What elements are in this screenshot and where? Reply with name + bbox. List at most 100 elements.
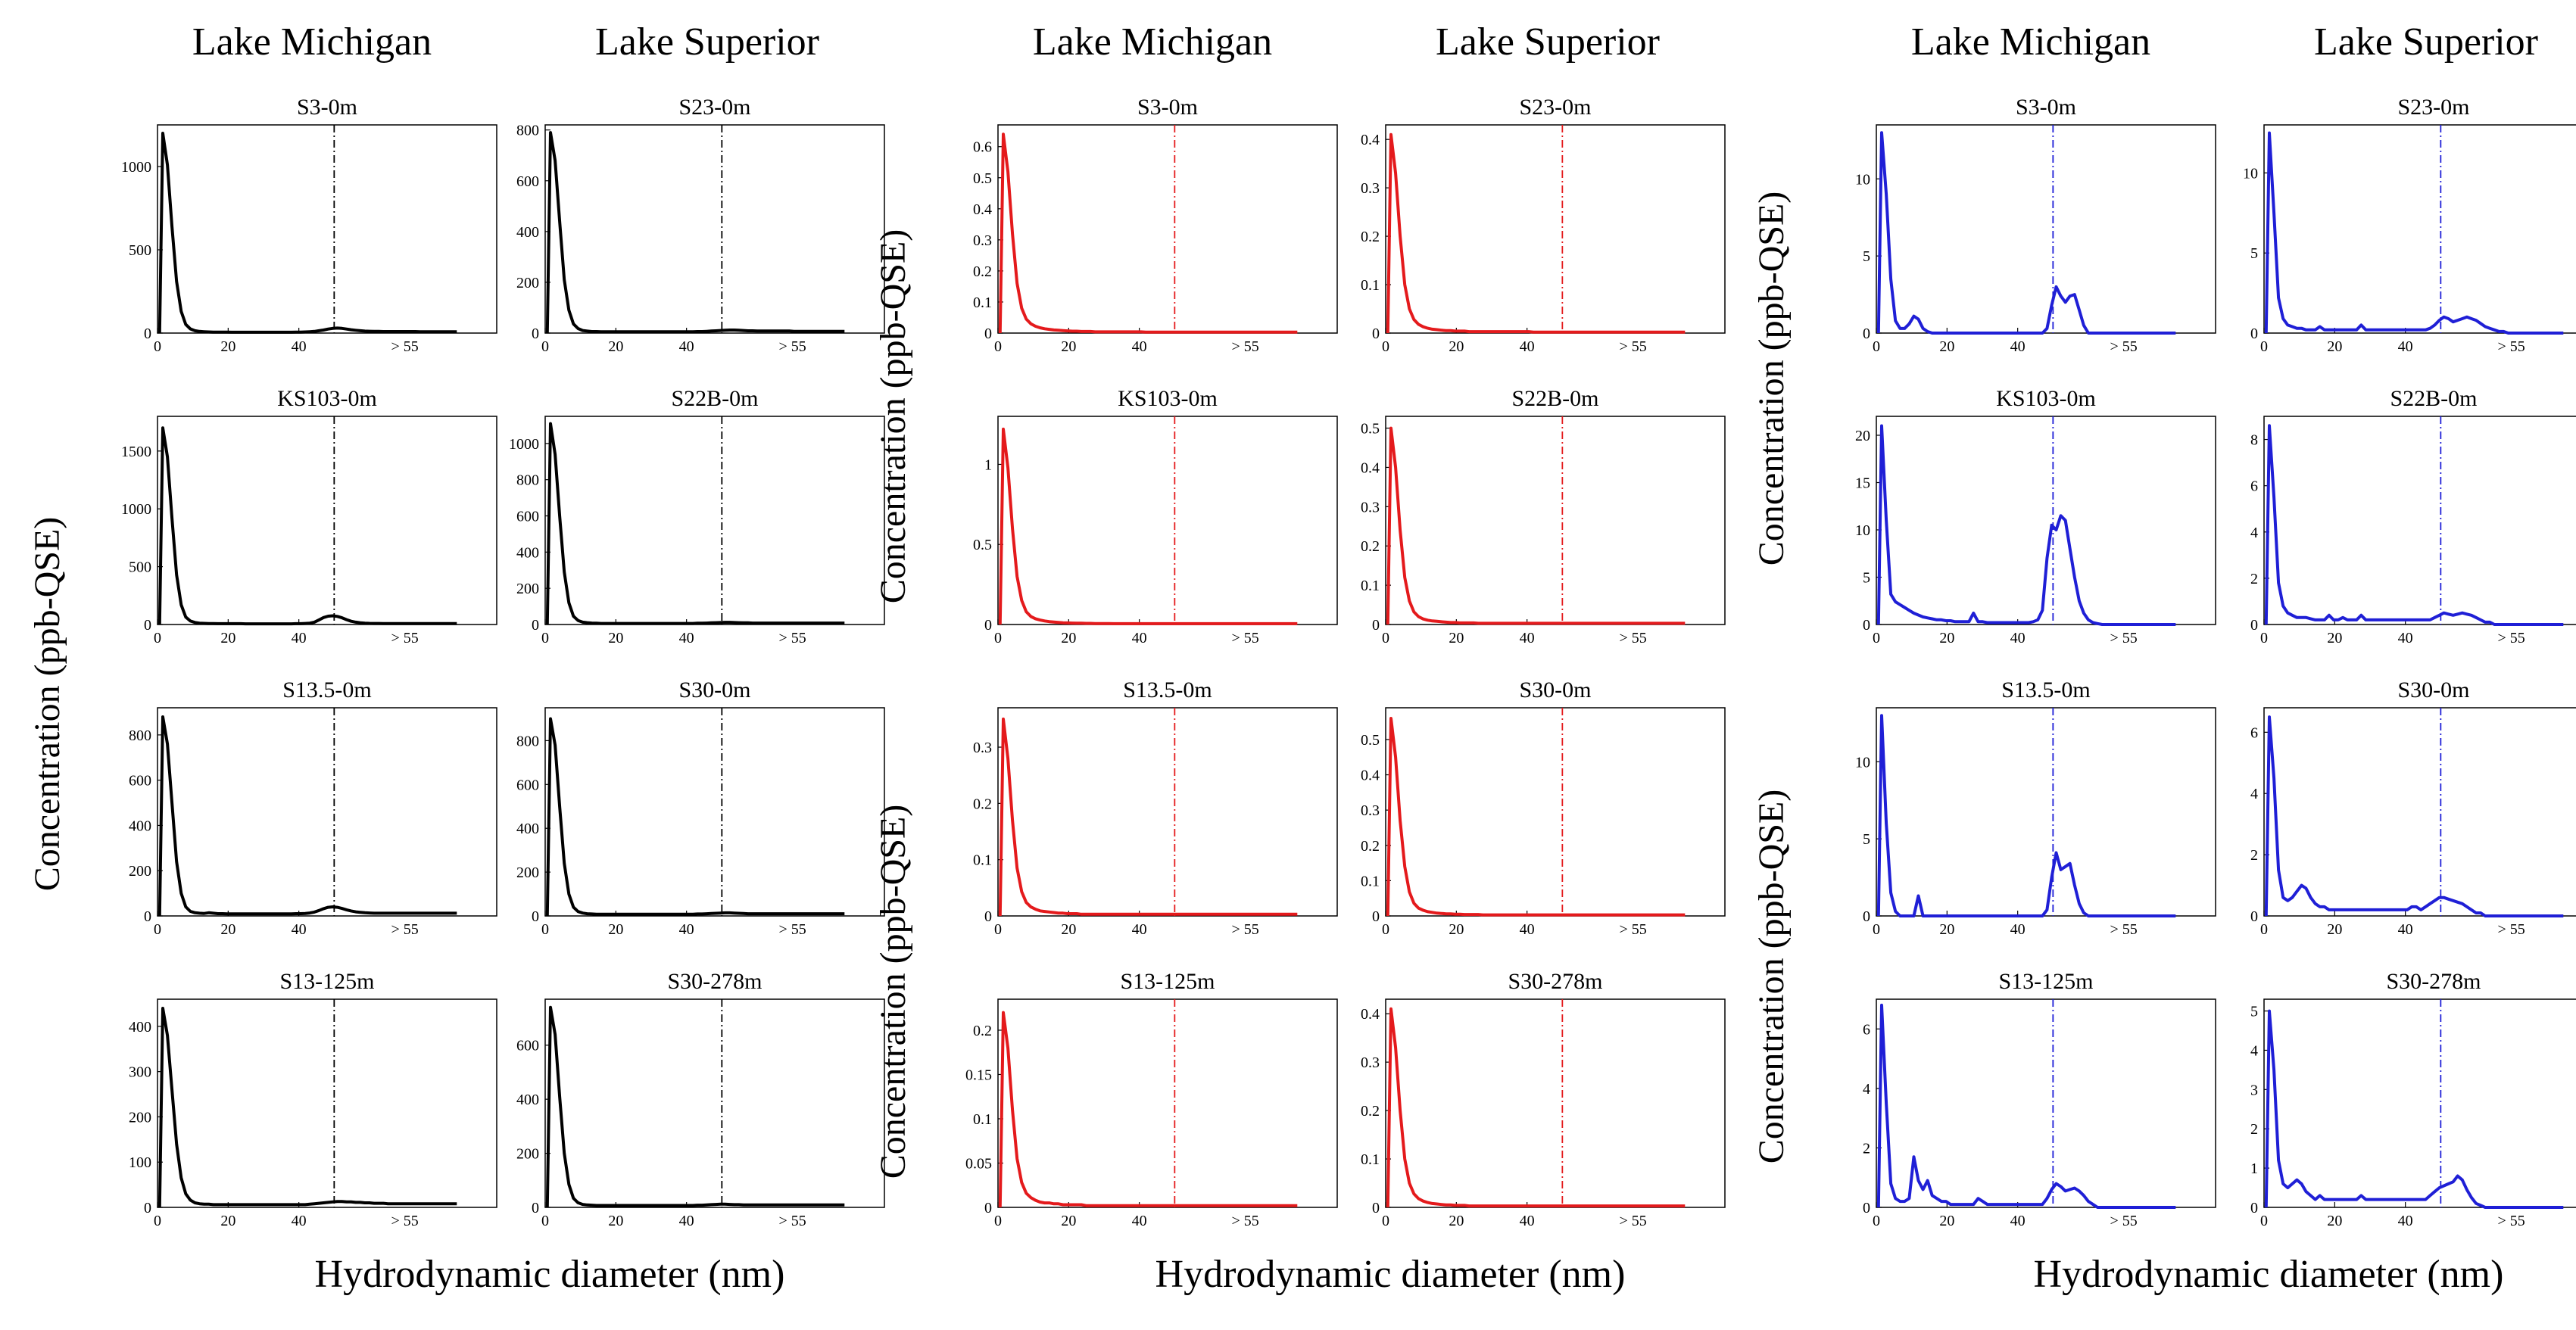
axes-frame: [997, 416, 1338, 625]
x-tick-label: 40: [1132, 921, 1147, 938]
y-tick-label: 400: [516, 544, 539, 561]
y-tick-label: 0.1: [973, 294, 992, 311]
y-tick-label: 0.2: [1361, 538, 1380, 555]
x-tick-label: 40: [679, 630, 694, 646]
y-tick-label: 1500: [121, 444, 151, 460]
x-tick-label: 40: [292, 921, 307, 938]
axes-frame: [157, 707, 497, 917]
x-tick-label: > 55: [1620, 921, 1647, 938]
x-tick-label: 40: [2398, 338, 2413, 355]
x-tick-label: > 55: [2110, 921, 2138, 938]
y-tick-label: 0: [144, 908, 151, 925]
series-line: [545, 717, 845, 917]
y-tick-label: 10: [1855, 171, 1870, 188]
y-tick-label: 0.3: [1361, 180, 1380, 197]
x-tick-label: 20: [1061, 338, 1076, 355]
x-tick-label: > 55: [391, 338, 419, 355]
y-tick-label: 0: [532, 908, 539, 925]
y-tick-label: 0.4: [973, 201, 992, 218]
x-tick-label: 0: [994, 921, 1002, 938]
y-tick-label: 0.2: [973, 263, 992, 280]
lake-superior-title: Lake Superior: [595, 20, 819, 64]
x-tick-label: > 55: [779, 338, 806, 355]
panel-title: S30-278m: [2386, 969, 2481, 994]
axes-frame: [544, 998, 885, 1208]
axes-frame: [157, 124, 497, 334]
y-axis-label: Concentration (ppb-QSE): [1751, 192, 1792, 566]
x-tick-label: 40: [1520, 921, 1535, 938]
y-tick-label: 10: [1855, 754, 1870, 771]
x-tick-label: 0: [154, 1213, 161, 1229]
y-tick-label: 0.3: [973, 232, 992, 249]
axes-frame: [1385, 416, 1726, 625]
y-tick-label: 200: [516, 275, 539, 291]
y-tick-label: 0: [1372, 617, 1380, 634]
x-tick-label: 20: [608, 630, 623, 646]
y-tick-label: 200: [129, 863, 151, 880]
x-tick-label: 20: [1939, 630, 1954, 646]
panel-title: S3-0m: [297, 95, 357, 120]
y-tick-label: 200: [516, 1146, 539, 1163]
x-tick-label: > 55: [1232, 921, 1259, 938]
x-tick-label: > 55: [2110, 630, 2138, 646]
axes-frame: [544, 416, 885, 625]
panel-title: S30-0m: [1519, 677, 1591, 702]
y-tick-label: 10: [2243, 165, 2258, 182]
panel-title: S22B-0m: [1511, 386, 1598, 411]
x-tick-label: 0: [154, 338, 161, 355]
y-tick-label: 400: [516, 224, 539, 241]
panel-title: S22B-0m: [2390, 386, 2477, 411]
y-tick-label: 0.4: [1361, 132, 1380, 148]
x-tick-label: 20: [220, 921, 235, 938]
y-tick-label: 8: [2250, 432, 2258, 449]
y-tick-label: 10: [1855, 522, 1870, 539]
x-tick-label: 40: [679, 338, 694, 355]
x-tick-label: 20: [220, 338, 235, 355]
y-tick-label: 0: [144, 1200, 151, 1216]
y-tick-label: 6: [2250, 724, 2258, 741]
y-tick-label: 0.6: [973, 139, 992, 156]
y-tick-label: 0: [532, 1200, 539, 1216]
axes-frame: [544, 707, 885, 917]
panel-title: KS103-0m: [1996, 386, 2096, 411]
y-tick-label: 0.3: [1361, 802, 1380, 819]
x-tick-label: > 55: [391, 1213, 419, 1229]
x-tick-label: 40: [2398, 1213, 2413, 1229]
x-tick-label: 20: [1449, 1213, 1464, 1229]
x-tick-label: 0: [1873, 1213, 1880, 1229]
y-tick-label: 0.3: [1361, 1054, 1380, 1071]
y-tick-label: 4: [1863, 1081, 1870, 1098]
x-tick-label: > 55: [1620, 630, 1647, 646]
lake-superior-title: Lake Superior: [1436, 20, 1660, 64]
series-line: [1386, 132, 1686, 334]
y-tick-label: 4: [2250, 1042, 2258, 1059]
axes-frame: [1876, 416, 2216, 625]
x-tick-label: 0: [994, 1213, 1002, 1229]
axes-frame: [2263, 416, 2576, 625]
x-tick-label: 20: [1061, 921, 1076, 938]
y-tick-label: 0: [532, 325, 539, 342]
y-tick-label: 2: [2250, 571, 2258, 587]
y-tick-label: 1: [984, 456, 992, 473]
axes-frame: [157, 416, 497, 625]
panel-title: KS103-0m: [1118, 386, 1218, 411]
y-tick-label: 2: [2250, 847, 2258, 864]
series-line: [1876, 131, 2176, 335]
x-tick-label: 40: [2010, 921, 2026, 938]
x-axis-label: Hydrodynamic diameter (nm): [1155, 1253, 1626, 1296]
y-tick-label: 0.1: [1361, 578, 1380, 594]
x-tick-label: > 55: [2498, 338, 2525, 355]
x-tick-label: > 55: [779, 1213, 806, 1229]
x-tick-label: 20: [1449, 630, 1464, 646]
series-line: [1876, 424, 2176, 626]
x-tick-label: 0: [541, 630, 549, 646]
panel-title: S30-278m: [1508, 969, 1602, 994]
panel-title: S13-125m: [1998, 969, 2093, 994]
y-tick-label: 500: [129, 242, 151, 259]
y-tick-label: 5: [2250, 245, 2258, 262]
y-tick-label: 0: [1863, 617, 1870, 634]
x-tick-label: 20: [1061, 1213, 1076, 1229]
x-tick-label: 40: [1132, 630, 1147, 646]
y-tick-label: 400: [129, 1019, 151, 1036]
y-tick-label: 6: [1863, 1021, 1870, 1038]
